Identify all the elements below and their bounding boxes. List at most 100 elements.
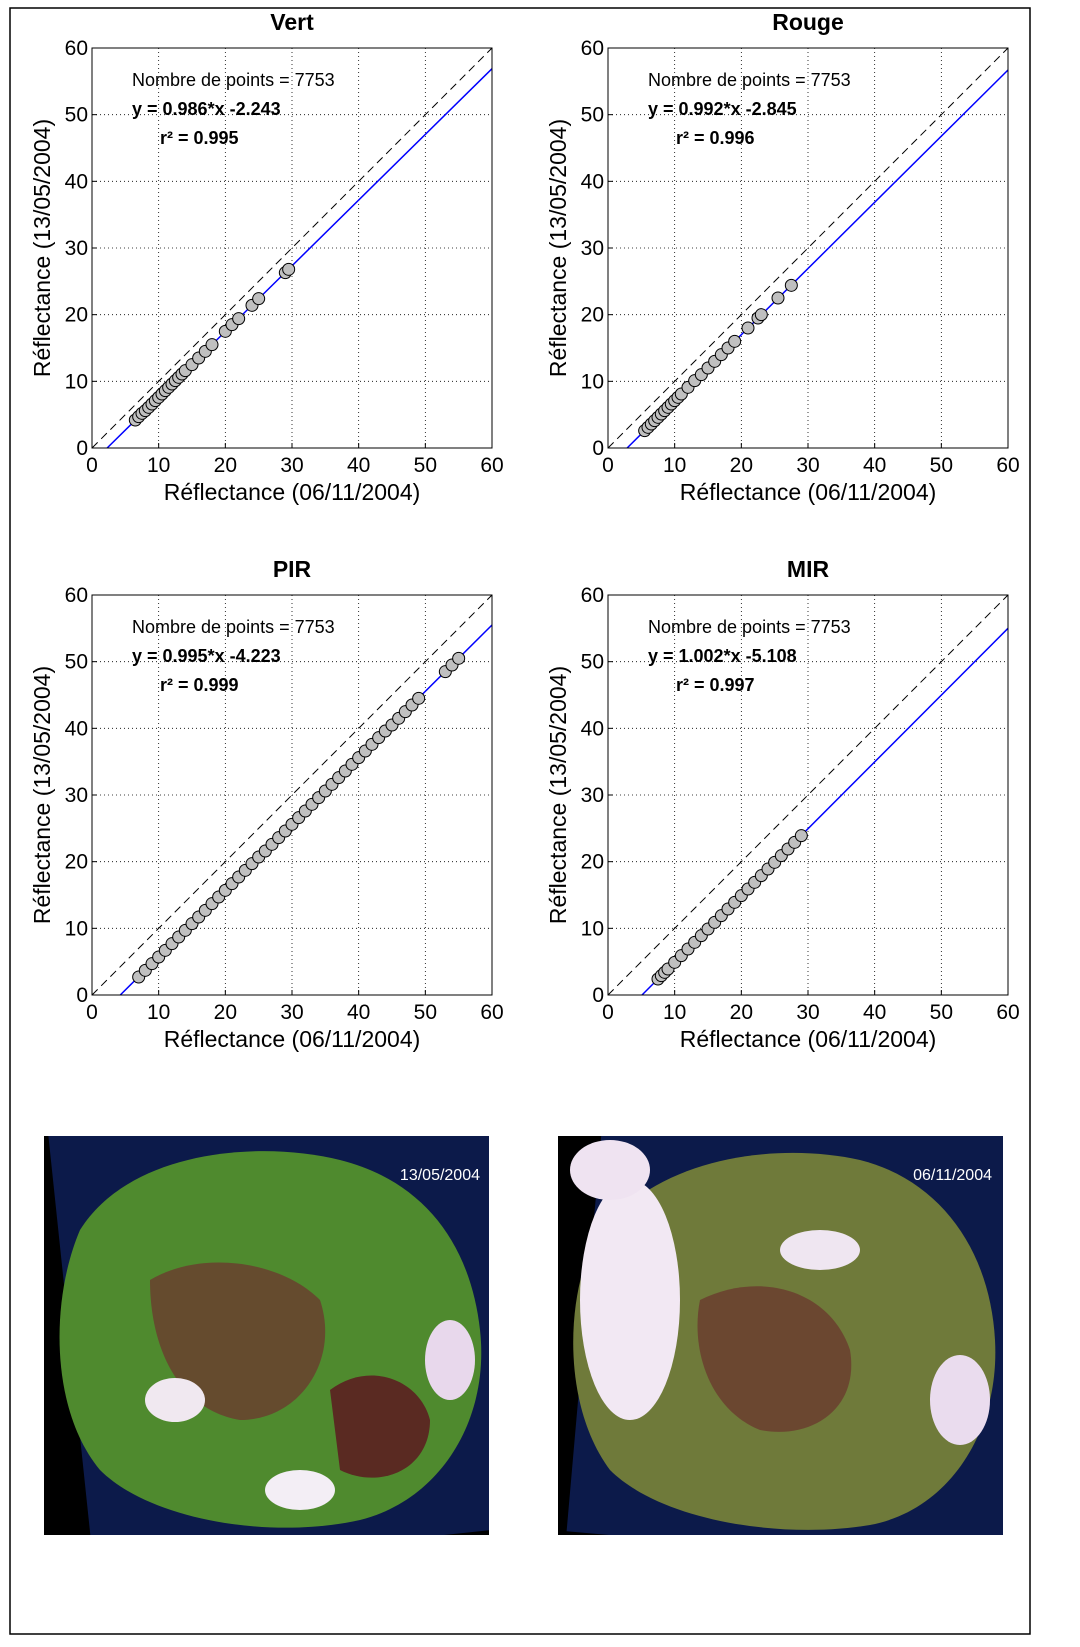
x-tick-label: 40 bbox=[347, 454, 370, 477]
satellite-image: 13/05/2004 bbox=[44, 1136, 489, 1535]
y-tick-label: 50 bbox=[581, 651, 604, 674]
scatter-point bbox=[205, 338, 219, 352]
chart-title: Rouge bbox=[772, 9, 844, 35]
y-tick-label: 10 bbox=[581, 917, 604, 940]
annotation: y = 0.992*x -2.845 bbox=[648, 99, 797, 119]
annotation: y = 1.002*x -5.108 bbox=[648, 646, 797, 666]
y-tick-label: 20 bbox=[65, 851, 88, 874]
y-tick-label: 30 bbox=[65, 237, 88, 260]
scatter-point bbox=[232, 312, 246, 326]
x-tick-label: 10 bbox=[663, 454, 686, 477]
y-tick-label: 40 bbox=[581, 170, 604, 193]
scatter-point bbox=[741, 321, 755, 335]
annotation: Nombre de points = 7753 bbox=[132, 70, 335, 90]
chart: PIR Réflectance (06/11/2004) Réflectance (… bbox=[29, 556, 504, 1052]
x-tick-label: 20 bbox=[214, 1001, 237, 1024]
x-tick-label: 0 bbox=[86, 454, 98, 477]
scatter-point bbox=[728, 334, 742, 348]
x-tick-label: 60 bbox=[996, 454, 1019, 477]
y-tick-label: 0 bbox=[592, 437, 604, 460]
x-tick-label: 60 bbox=[480, 454, 503, 477]
x-tick-label: 20 bbox=[214, 454, 237, 477]
x-axis-label: Réflectance (06/11/2004) bbox=[680, 1026, 937, 1052]
reference-line bbox=[607, 594, 1009, 996]
reference-line bbox=[91, 594, 493, 996]
chart: Rouge Réflectance (06/11/2004) Réflectance… bbox=[545, 9, 1020, 505]
x-tick-label: 60 bbox=[996, 1001, 1019, 1024]
x-tick-label: 30 bbox=[796, 454, 819, 477]
y-tick-label: 60 bbox=[65, 37, 88, 60]
x-tick-label: 20 bbox=[730, 454, 753, 477]
y-tick-label: 40 bbox=[65, 717, 88, 740]
scatter-point bbox=[412, 691, 426, 705]
y-tick-label: 0 bbox=[76, 984, 88, 1007]
annotation: r² = 0.996 bbox=[676, 128, 755, 148]
scatter-point bbox=[282, 262, 296, 276]
chart: Vert Réflectance (06/11/2004) Réflectance … bbox=[29, 9, 504, 505]
x-tick-label: 10 bbox=[663, 1001, 686, 1024]
x-tick-label: 10 bbox=[147, 454, 170, 477]
scatter-point bbox=[794, 829, 808, 843]
x-tick-label: 0 bbox=[86, 1001, 98, 1024]
y-tick-label: 20 bbox=[65, 304, 88, 327]
y-axis-label: Réflectance (13/05/2004) bbox=[29, 666, 55, 924]
y-tick-label: 0 bbox=[592, 984, 604, 1007]
y-tick-label: 40 bbox=[581, 717, 604, 740]
scatter-point bbox=[452, 651, 466, 665]
annotation: r² = 0.995 bbox=[160, 128, 239, 148]
x-tick-label: 30 bbox=[280, 454, 303, 477]
x-tick-label: 50 bbox=[414, 454, 437, 477]
reference-line bbox=[607, 47, 1009, 449]
scatter-point bbox=[252, 292, 266, 306]
y-tick-label: 40 bbox=[65, 170, 88, 193]
x-axis-label: Réflectance (06/11/2004) bbox=[164, 1026, 421, 1052]
scatter-point bbox=[784, 278, 798, 292]
chart-title: Vert bbox=[270, 9, 314, 35]
satellite-image: 06/11/2004 bbox=[558, 1136, 1003, 1535]
x-axis-label: Réflectance (06/11/2004) bbox=[680, 479, 937, 505]
y-axis-label: Réflectance (13/05/2004) bbox=[29, 119, 55, 377]
y-tick-label: 60 bbox=[65, 584, 88, 607]
annotation: y = 0.986*x -2.243 bbox=[132, 99, 281, 119]
x-tick-label: 20 bbox=[730, 1001, 753, 1024]
x-tick-label: 0 bbox=[602, 454, 614, 477]
y-tick-label: 30 bbox=[65, 784, 88, 807]
y-tick-label: 0 bbox=[76, 437, 88, 460]
x-tick-label: 50 bbox=[414, 1001, 437, 1024]
x-tick-label: 0 bbox=[602, 1001, 614, 1024]
annotation: r² = 0.997 bbox=[676, 675, 755, 695]
y-tick-label: 60 bbox=[581, 584, 604, 607]
y-tick-label: 50 bbox=[581, 104, 604, 127]
x-tick-label: 50 bbox=[930, 454, 953, 477]
y-axis-label: Réflectance (13/05/2004) bbox=[545, 666, 571, 924]
x-tick-label: 30 bbox=[280, 1001, 303, 1024]
axes-box bbox=[607, 47, 1009, 449]
y-tick-label: 30 bbox=[581, 784, 604, 807]
y-tick-label: 10 bbox=[65, 370, 88, 393]
y-tick-label: 10 bbox=[581, 370, 604, 393]
chart-title: MIR bbox=[787, 556, 830, 582]
y-tick-label: 60 bbox=[581, 37, 604, 60]
y-tick-label: 50 bbox=[65, 651, 88, 674]
axes-box bbox=[607, 594, 1009, 996]
annotation: r² = 0.999 bbox=[160, 675, 239, 695]
y-tick-label: 20 bbox=[581, 851, 604, 874]
annotation: y = 0.995*x -4.223 bbox=[132, 646, 281, 666]
y-axis-label: Réflectance (13/05/2004) bbox=[545, 119, 571, 377]
annotation: Nombre de points = 7753 bbox=[648, 617, 851, 637]
x-tick-label: 40 bbox=[863, 454, 886, 477]
chart-title: PIR bbox=[273, 556, 312, 582]
y-tick-label: 50 bbox=[65, 104, 88, 127]
axes-box bbox=[91, 47, 493, 449]
x-tick-label: 50 bbox=[930, 1001, 953, 1024]
x-tick-label: 40 bbox=[347, 1001, 370, 1024]
axes-box bbox=[91, 594, 493, 996]
chart: MIR Réflectance (06/11/2004) Réflectance (… bbox=[545, 556, 1020, 1052]
y-tick-label: 30 bbox=[581, 237, 604, 260]
x-tick-label: 10 bbox=[147, 1001, 170, 1024]
x-tick-label: 60 bbox=[480, 1001, 503, 1024]
reference-line bbox=[91, 47, 493, 449]
x-axis-label: Réflectance (06/11/2004) bbox=[164, 479, 421, 505]
y-tick-label: 20 bbox=[581, 304, 604, 327]
